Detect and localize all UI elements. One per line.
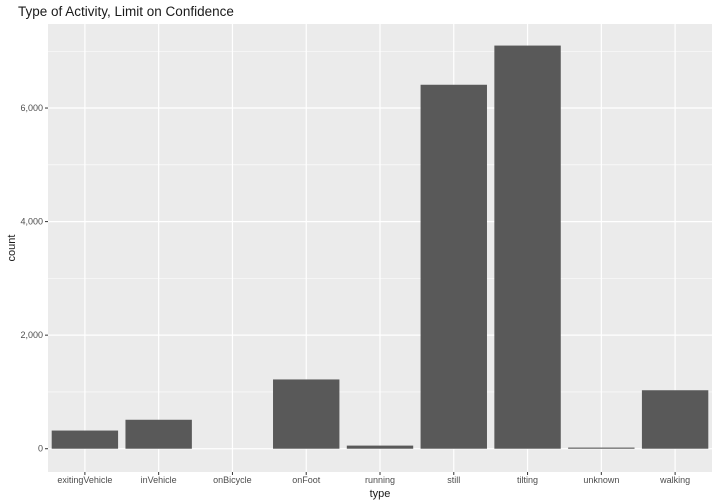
bar-tilting xyxy=(494,45,561,449)
bars xyxy=(51,45,709,449)
x-tick-label: still xyxy=(447,475,460,485)
x-tick-label: inVehicle xyxy=(141,475,177,485)
x-tick-label: onBicycle xyxy=(213,475,252,485)
chart-title: Type of Activity, Limit on Confidence xyxy=(18,4,234,19)
y-tick-label: 4,000 xyxy=(20,217,43,227)
x-tick-label: walking xyxy=(659,475,690,485)
x-tick-label: onFoot xyxy=(292,475,321,485)
x-tick-label: running xyxy=(365,475,395,485)
y-axis-title: count xyxy=(6,235,18,262)
bar-running xyxy=(346,445,414,449)
x-axis-title: type xyxy=(370,488,391,500)
x-axis: exitingVehicle inVehicle onBicycle onFoot ru… xyxy=(57,472,690,485)
x-tick-label: tilting xyxy=(517,475,538,485)
y-tick-label: 0 xyxy=(38,444,43,454)
bar-exitingVehicle xyxy=(51,430,119,449)
y-tick-label: 2,000 xyxy=(20,330,43,340)
bar-walking xyxy=(641,390,709,449)
x-tick-label: unknown xyxy=(583,475,619,485)
bar-onFoot xyxy=(273,379,340,449)
x-tick-label: exitingVehicle xyxy=(57,475,112,485)
bar-unknown xyxy=(568,447,635,449)
bar-still xyxy=(420,84,487,449)
y-axis: 0 2,000 4,000 6,000 xyxy=(20,103,48,454)
y-tick-label: 6,000 xyxy=(20,103,43,113)
bar-inVehicle xyxy=(125,419,192,449)
